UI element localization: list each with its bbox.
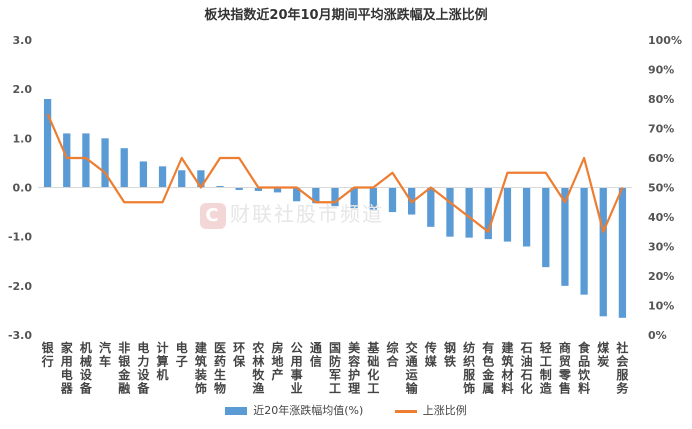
bar (503, 187, 512, 242)
category-label: 商贸零售 (558, 340, 572, 396)
chart-area: 3.0 2.0 1.0 0.0 -1.0 -2.0 -3.0 100% 90% 80% 70% 60… (8, 34, 682, 396)
bar (101, 138, 109, 188)
bar (139, 161, 148, 188)
category-label: 食品饮料 (577, 340, 591, 396)
category-label: 国防军工 (329, 341, 341, 396)
right-tick-label: 50% (648, 182, 674, 195)
bar (178, 170, 186, 188)
category-label: 石油石化 (520, 341, 533, 396)
category-label: 公用事业 (290, 341, 303, 396)
bar (522, 187, 531, 247)
bar (580, 187, 588, 295)
bar (235, 187, 243, 190)
category-label: 电子 (176, 340, 188, 369)
bar (216, 186, 224, 188)
bar (293, 187, 301, 202)
bar (561, 187, 569, 286)
category-label: 轻工制造 (540, 340, 553, 396)
bar (158, 166, 167, 188)
right-tick-label: 60% (648, 152, 674, 165)
bar (618, 187, 627, 318)
category-label: 基础化工 (366, 340, 380, 396)
category-label: 计算机 (157, 340, 169, 382)
category-label: 综合 (386, 340, 399, 369)
right-tick-label: 100% (648, 34, 682, 47)
left-tick-label: 0.0 (13, 182, 33, 195)
category-label: 钢铁 (444, 340, 456, 369)
bar (446, 187, 454, 237)
bar (465, 187, 473, 238)
bar (484, 187, 492, 240)
legend-swatch-bar (225, 407, 248, 415)
category-label: 煤炭 (597, 340, 609, 369)
right-tick-label: 70% (648, 123, 674, 136)
right-tick-label: 0% (648, 329, 667, 342)
bar (350, 187, 358, 209)
x-axis-labels: 银行家用电器机械设备汽车非银金融电力设备计算机电子建筑装饰医药生物环保农林牧渔房… (41, 340, 630, 396)
left-axis: 3.0 2.0 1.0 0.0 -1.0 -2.0 -3.0 (8, 34, 32, 342)
bar (63, 133, 71, 188)
bar-series (43, 99, 627, 318)
category-label: 房地产 (272, 340, 284, 382)
category-label: 有色金属 (481, 340, 495, 396)
category-label: 农林牧渔 (251, 340, 265, 396)
right-tick-label: 20% (648, 270, 674, 283)
legend-item-line: 上涨比例 (394, 402, 467, 418)
bar (197, 170, 205, 188)
category-label: 电力设备 (136, 340, 150, 396)
bar (273, 187, 282, 193)
right-tick-label: 40% (648, 211, 674, 224)
category-label: 医药生物 (214, 341, 226, 396)
right-tick-label: 90% (648, 64, 674, 77)
category-label: 机械设备 (79, 340, 93, 396)
left-tick-label: 1.0 (13, 132, 33, 145)
category-label: 建筑装饰 (194, 340, 208, 396)
bar (369, 187, 377, 210)
right-tick-label: 10% (648, 300, 674, 313)
bar (43, 99, 52, 188)
category-label: 汽车 (99, 340, 111, 369)
bar (388, 187, 397, 213)
bar (312, 187, 320, 204)
category-label: 交通运输 (406, 340, 419, 396)
category-label: 家用电器 (60, 340, 74, 396)
bar (599, 187, 607, 317)
category-label: 建筑材料 (500, 340, 514, 396)
category-label: 社会服务 (615, 340, 629, 396)
legend-label-bar: 近20年涨跌幅均值(%) (253, 404, 364, 417)
right-tick-label: 30% (648, 241, 674, 254)
right-tick-label: 80% (648, 93, 674, 106)
category-label: 美容护理 (347, 340, 361, 396)
left-tick-label: 3.0 (13, 34, 33, 47)
left-tick-label: -3.0 (8, 329, 32, 342)
bar (254, 187, 262, 191)
bar (427, 187, 435, 227)
category-label: 传媒 (424, 340, 438, 369)
left-tick-label: -2.0 (8, 280, 32, 293)
bar (120, 148, 128, 188)
category-label: 通信 (310, 340, 322, 369)
legend-item-bar: 近20年涨跌幅均值(%) (225, 402, 363, 418)
left-tick-label: 2.0 (13, 83, 33, 96)
legend-label-line: 上涨比例 (422, 404, 467, 417)
bar (82, 133, 90, 188)
legend: 近20年涨跌幅均值(%) 上涨比例 (0, 402, 692, 418)
line-path (46, 113, 624, 233)
bar (542, 187, 550, 268)
left-tick-label: -1.0 (8, 231, 32, 244)
category-label: 非银金融 (117, 340, 131, 396)
chart-title: 板块指数近20年10月期间平均涨跌幅及上涨比例 (204, 8, 488, 23)
category-label: 银行 (41, 340, 55, 369)
right-axis: 100% 90% 80% 70% 60% 50% 40% 30% 20% 10% 0% (648, 34, 682, 342)
bar (331, 187, 339, 207)
legend-swatch-line (394, 409, 417, 413)
category-label: 环保 (232, 341, 246, 369)
category-label: 纺织服饰 (463, 340, 476, 396)
line-series (46, 113, 624, 233)
